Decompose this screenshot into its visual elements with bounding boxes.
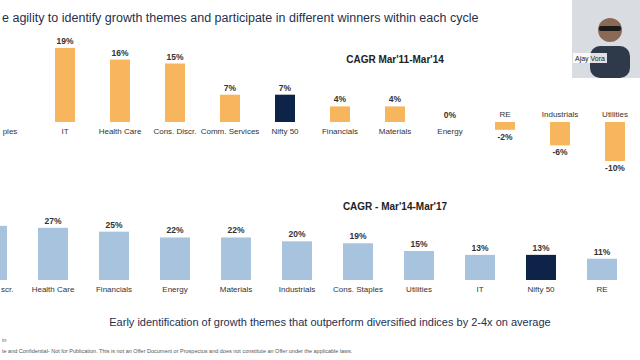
name-tag <box>573 53 607 63</box>
bar <box>165 64 185 123</box>
category-label: ples <box>3 127 18 136</box>
bars <box>0 226 617 280</box>
bar <box>55 48 75 122</box>
bar <box>465 255 495 280</box>
bar <box>99 232 129 280</box>
bar <box>330 106 350 122</box>
category-label: Materials <box>220 285 252 294</box>
bar <box>221 237 251 280</box>
category-label: Financials <box>322 127 358 136</box>
data-label: 22% <box>227 225 244 235</box>
data-label: 0% <box>444 110 457 120</box>
data-label: 25% <box>105 220 122 230</box>
glasses <box>599 26 621 31</box>
bar <box>282 241 312 280</box>
data-label: 15% <box>410 239 427 249</box>
video-background <box>572 0 640 78</box>
category-label: Industrials <box>279 285 315 294</box>
data-label: 13% <box>532 243 549 253</box>
chart: CAGR Mar'11-Mar'14 19% 16% 15% 7% 7% 4% 4% 0% -2%… <box>3 36 628 173</box>
category-label: scr. <box>1 285 13 294</box>
disclaimer: te and Confidential- Not for Publication… <box>2 348 353 354</box>
data-label: 16% <box>111 48 128 58</box>
category-label: Nifty 50 <box>527 285 555 294</box>
category-label: Financials <box>96 285 132 294</box>
data-label: 19% <box>349 231 366 241</box>
category-label: Energy <box>437 127 462 136</box>
source: in <box>2 337 6 343</box>
chart-title: CAGR - Mar'14-Mar'17 <box>343 201 448 212</box>
data-label: -6% <box>552 147 568 157</box>
presenter-name: Ajay Vora <box>575 55 605 63</box>
data-label: 4% <box>334 94 347 104</box>
category-label: Comm. Services <box>201 127 260 136</box>
bar <box>110 60 130 122</box>
category-label: Cons. Discr. <box>153 127 196 136</box>
data-label: -2% <box>497 132 513 142</box>
slide: e agility to identify growth themes and … <box>0 0 640 360</box>
data-label: 7% <box>279 83 292 93</box>
bars <box>55 48 625 161</box>
category-label: Health Care <box>32 285 75 294</box>
category-label: Health Care <box>99 127 142 136</box>
data-label: 20% <box>288 229 305 239</box>
bar <box>0 226 7 280</box>
bar <box>440 122 460 123</box>
bar <box>38 228 68 280</box>
data-label: -10% <box>605 163 625 173</box>
chart: CAGR - Mar'14-Mar'17 27% 25% 22% 22% 20% 19% 15… <box>0 201 617 294</box>
chart-title: CAGR Mar'11-Mar'14 <box>346 54 444 65</box>
data-label: 27% <box>44 216 61 226</box>
bar <box>587 259 617 280</box>
data-label: 11% <box>594 247 611 257</box>
category-label: IT <box>476 285 483 294</box>
bar <box>220 95 240 122</box>
category-label: IT <box>61 127 68 136</box>
data-label: 4% <box>389 94 402 104</box>
category-label: Energy <box>162 285 187 294</box>
data-label: 7% <box>224 83 237 93</box>
category-label: Utilities <box>406 285 432 294</box>
video-tile: Ajay Vora <box>572 0 640 78</box>
category-label: RE <box>499 110 510 119</box>
footnote: Early identification of growth themes th… <box>109 316 550 328</box>
bar <box>160 237 190 280</box>
bar <box>495 122 515 130</box>
data-label: 13% <box>471 243 488 253</box>
bar <box>550 122 570 145</box>
category-label: Materials <box>379 127 411 136</box>
person-head <box>598 18 622 42</box>
bar <box>343 243 373 280</box>
category-label: Utilities <box>602 110 628 119</box>
category-label: RE <box>596 285 607 294</box>
bar <box>385 106 405 122</box>
heading: e agility to identify growth themes and … <box>2 11 478 25</box>
data-label: 22% <box>166 225 183 235</box>
bar <box>275 95 295 122</box>
bar <box>404 251 434 280</box>
category-label: Cons. Staples <box>333 285 383 294</box>
data-label: 19% <box>56 36 73 46</box>
category-label: Industrials <box>542 110 578 119</box>
data-label: 15% <box>166 52 183 62</box>
bar <box>605 122 625 161</box>
bar <box>526 255 556 280</box>
category-label: Nifty 50 <box>271 127 299 136</box>
